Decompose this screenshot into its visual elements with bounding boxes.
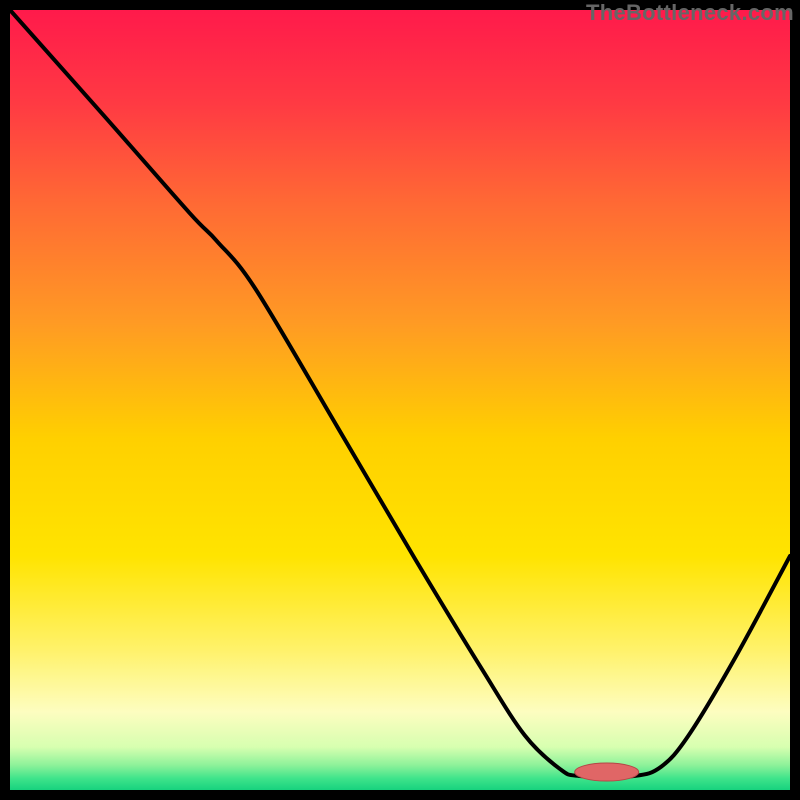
bottleneck-marker [575,763,639,781]
gradient-background [10,10,790,790]
watermark-text: TheBottleneck.com [586,0,794,26]
chart-svg [0,0,800,800]
bottleneck-chart: TheBottleneck.com [0,0,800,800]
